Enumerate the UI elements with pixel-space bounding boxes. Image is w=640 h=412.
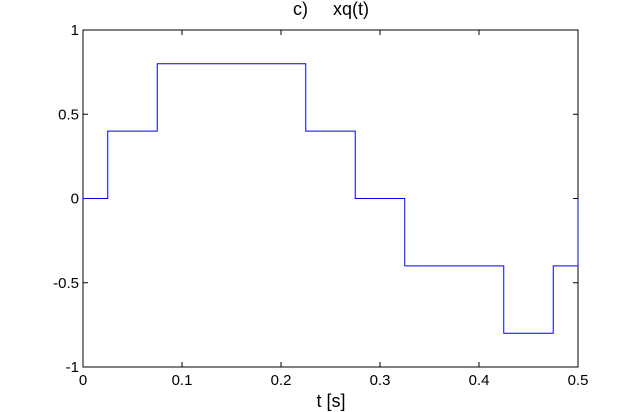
x-tick-label: 0.2 — [271, 372, 292, 389]
y-tick-label: 0 — [71, 191, 79, 208]
x-tick-label: 0.3 — [370, 372, 391, 389]
x-tick-label: 0.4 — [469, 372, 490, 389]
y-axis-ticks: -1 -0.5 0 0.5 1 — [53, 22, 578, 376]
x-axis-ticks: 0 0.1 0.2 0.3 0.4 0.5 — [79, 30, 589, 389]
x-tick-label: 0.1 — [172, 372, 193, 389]
x-tick-label: 0.5 — [568, 372, 589, 389]
y-tick-label: 0.5 — [58, 106, 79, 123]
x-axis-label: t [s] — [316, 391, 345, 411]
chart-title: c) xq(t) — [293, 0, 369, 19]
y-tick-label: -1 — [66, 359, 79, 376]
y-tick-label: -0.5 — [53, 275, 79, 292]
series-line-xq — [83, 63, 579, 334]
y-tick-label: 1 — [71, 22, 79, 39]
plot-area — [82, 29, 579, 368]
x-tick-label: 0 — [79, 372, 87, 389]
